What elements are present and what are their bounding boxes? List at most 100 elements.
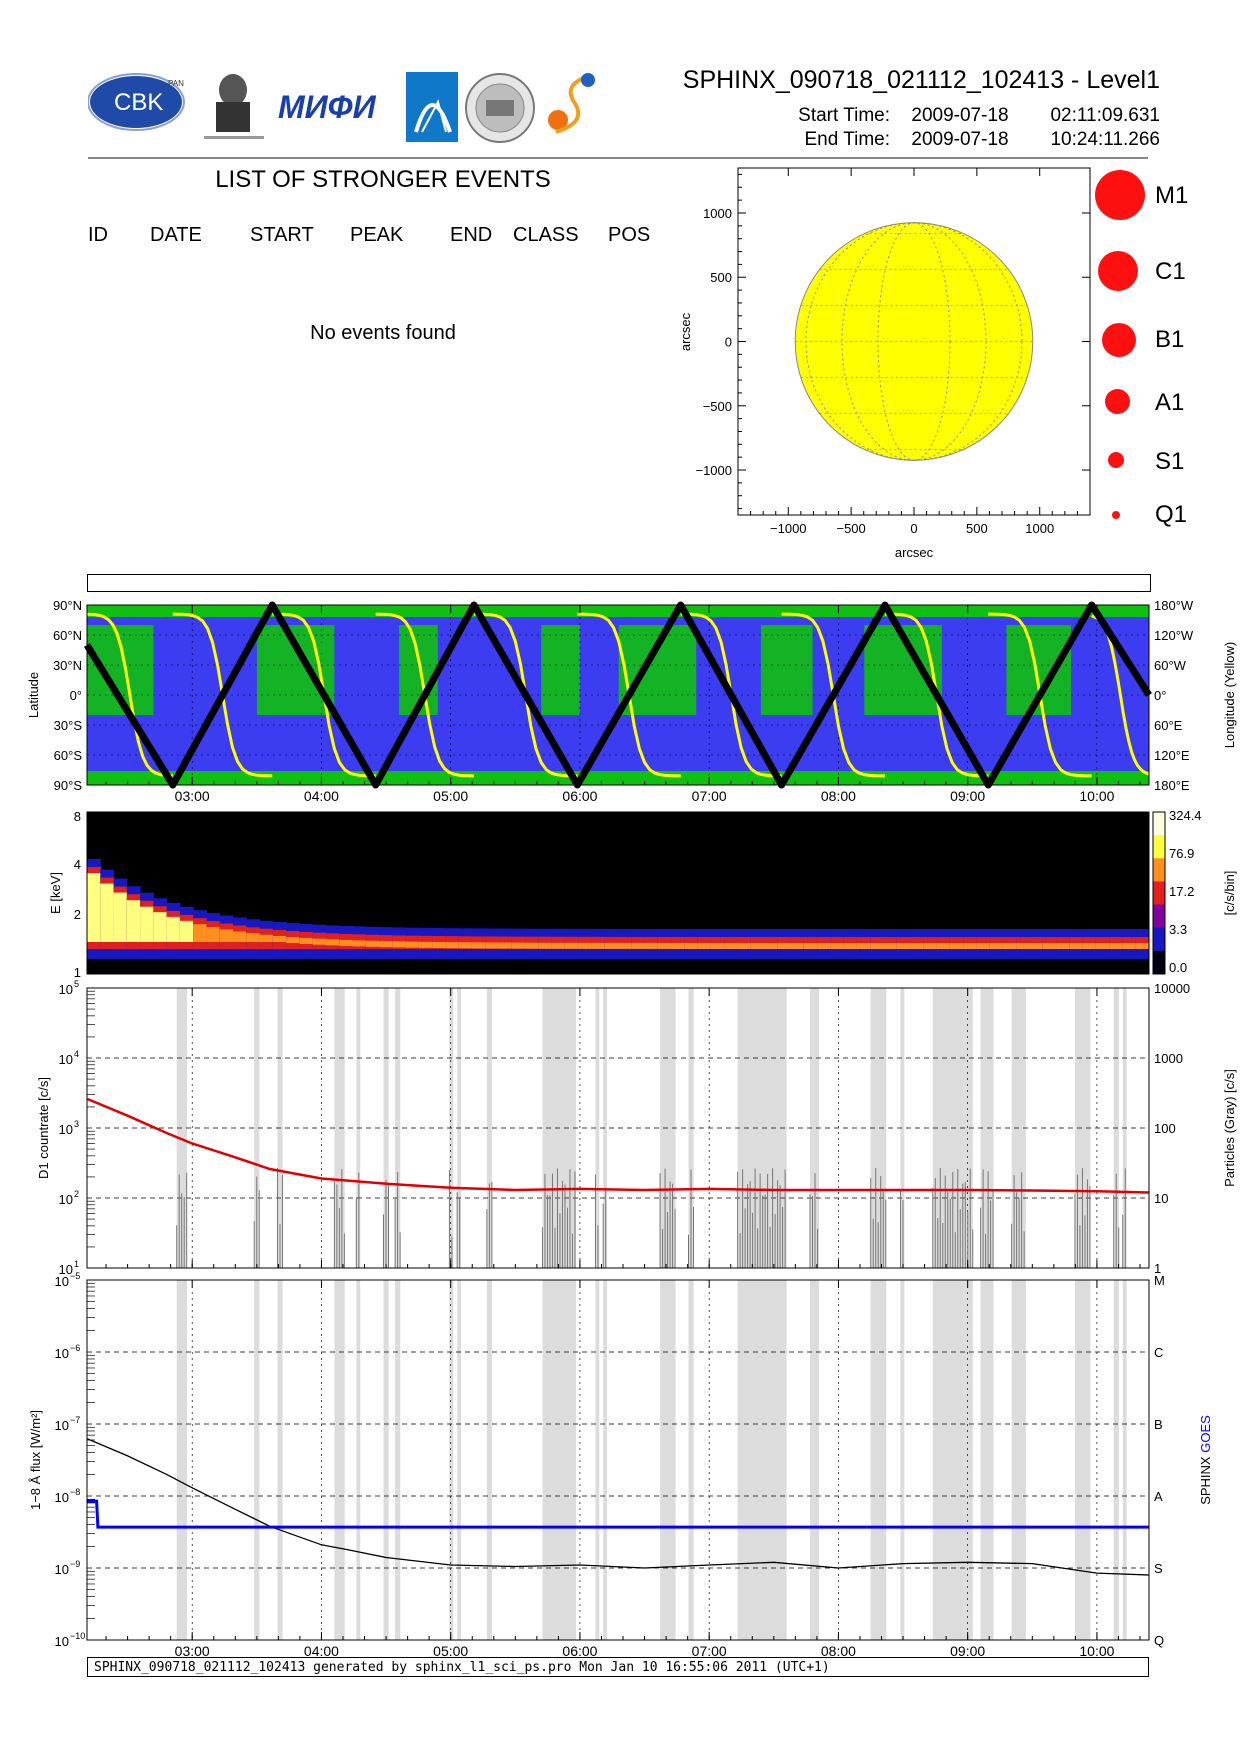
flux-ytick-label: 10 xyxy=(55,1490,69,1505)
spec-band-core xyxy=(1135,942,1150,949)
spec-band-core xyxy=(272,935,287,942)
particles-ytick-label: 1000 xyxy=(1154,1051,1183,1066)
orbit-ylabel-right: Longitude (Yellow) xyxy=(1222,642,1237,748)
flux-class-tick: S xyxy=(1154,1561,1163,1576)
data-gap xyxy=(737,1280,787,1640)
sun-ticks: −1000 1000 −500 500 0 0 500 −500 1000 −1000 xyxy=(695,168,1090,536)
spec-band-core xyxy=(764,942,778,949)
start-time-row: Start Time: 2009-07-18 02:11:09.631 xyxy=(600,105,1160,127)
cbk-logo: CBK PAN xyxy=(87,73,185,131)
spec-band-core xyxy=(910,942,924,949)
spec-ytick-label: 2 xyxy=(74,907,81,922)
flux-ytick-label: 10 xyxy=(55,1634,69,1649)
colorbar-tick: 0.0 xyxy=(1169,960,1187,975)
flux-ytick-exp: −7 xyxy=(70,1415,80,1425)
spec-band-core xyxy=(538,942,553,949)
spec-band-core xyxy=(777,942,792,949)
spec-band-core xyxy=(803,942,818,949)
flux-line-sphinx xyxy=(87,1438,1149,1576)
data-gap xyxy=(383,1280,389,1640)
col-date: DATE xyxy=(150,224,202,246)
x-tick-label: 04:00 xyxy=(304,1643,339,1656)
spec-band-core xyxy=(206,927,221,942)
spec-band-core xyxy=(790,942,805,949)
legend-s1-label: S1 xyxy=(1155,448,1185,475)
data-gap xyxy=(356,1280,361,1640)
data-gap xyxy=(660,1280,676,1640)
legend-q1: Q1 xyxy=(1095,501,1195,545)
countrate-ytick-label: 10 xyxy=(59,1192,73,1207)
orbit-frame xyxy=(86,604,1150,786)
svg-text:МИФИ: МИФИ xyxy=(278,89,377,125)
flux-class-tick: B xyxy=(1154,1417,1163,1432)
data-gap xyxy=(486,1280,493,1640)
d1-countrate-line xyxy=(87,1097,1149,1194)
x-tick-label: 03:00 xyxy=(175,788,210,804)
spec-ytick-label: 8 xyxy=(74,809,81,824)
x-tick-label: 08:00 xyxy=(821,1643,856,1656)
legend-b1-label: B1 xyxy=(1155,326,1185,353)
data-gap xyxy=(688,1280,694,1640)
orbit-region xyxy=(256,625,335,715)
flux-class-tick: M xyxy=(1154,1273,1165,1288)
data-gap xyxy=(1122,1280,1127,1640)
x-tick-label: 06:00 xyxy=(562,1643,597,1656)
spec-band-core xyxy=(591,942,606,949)
spec-band-core xyxy=(883,942,898,949)
end-time-label: End Time: xyxy=(804,129,890,150)
col-id: ID xyxy=(88,224,108,246)
spec-band-core xyxy=(259,934,274,942)
sun-ytick-label: −1000 xyxy=(695,463,732,478)
legend-s1: S1 xyxy=(1095,448,1195,488)
spec-band-core xyxy=(724,942,738,949)
spec-band-core xyxy=(140,906,154,942)
legend-c1-label: C1 xyxy=(1155,258,1186,285)
spec-band-core xyxy=(498,942,513,949)
x-tick-label: 10:00 xyxy=(1079,788,1114,804)
spec-band-core xyxy=(432,942,446,949)
logo-strip: CBK PAN МИФИ xyxy=(87,62,648,152)
start-time-label: Start Time: xyxy=(798,105,890,126)
spec-band-core xyxy=(963,942,977,949)
orbit-lon-tick: 180°E xyxy=(1154,778,1190,793)
x-tick-label: 05:00 xyxy=(433,788,468,804)
end-date: 2009-07-18 xyxy=(911,129,1009,150)
spec-band-core xyxy=(445,942,460,949)
sun-meridian-line xyxy=(805,222,1023,461)
orbit-background xyxy=(87,605,1149,785)
svg-text:CBK: CBK xyxy=(114,89,163,116)
events-columns: ID DATE START PEAK END CLASS POS xyxy=(88,224,688,250)
events-title: LIST OF STRONGER EVENTS xyxy=(215,166,551,193)
spec-band-core xyxy=(405,941,420,948)
x-tick-label: 10:00 xyxy=(1079,1643,1114,1656)
latitude-track xyxy=(84,601,1152,789)
spec-band-core xyxy=(126,900,141,942)
start-time: 02:11:09.631 xyxy=(1050,105,1160,126)
spec-band-core xyxy=(485,942,500,949)
legend-b1-dot xyxy=(1102,323,1136,357)
spec-band-core xyxy=(1042,942,1057,949)
orbit-lat-tick: 90°S xyxy=(54,778,83,793)
colorbar-tick: 324.4 xyxy=(1169,808,1202,823)
data-gap xyxy=(595,1280,600,1640)
spec-band-core xyxy=(923,942,938,949)
sun-ylabel: arcsec xyxy=(678,312,693,351)
x-tick-label: 06:00 xyxy=(562,788,597,804)
longitude-track-segment xyxy=(86,612,173,778)
spec-ylabel: E [keV] xyxy=(48,872,63,914)
data-gap xyxy=(809,1280,820,1640)
flux-class-tick: C xyxy=(1154,1345,1163,1360)
flux-ytick-label: 10 xyxy=(55,1562,69,1577)
no-events-message: No events found xyxy=(310,322,456,344)
sun-meridian-line xyxy=(841,222,987,461)
orbit-lat-tick: 0° xyxy=(70,688,82,703)
footer: SPHINX_090718_021112_102413 generated by… xyxy=(87,1657,1149,1677)
data-gap xyxy=(542,1280,577,1640)
data-gap xyxy=(603,1280,608,1640)
x-tick-label: 03:00 xyxy=(175,1643,210,1656)
spec-band-core xyxy=(113,892,128,942)
orbit-lat-tick: 30°N xyxy=(53,658,82,673)
spec-band-core xyxy=(352,940,367,947)
spec-band-core xyxy=(830,942,845,949)
